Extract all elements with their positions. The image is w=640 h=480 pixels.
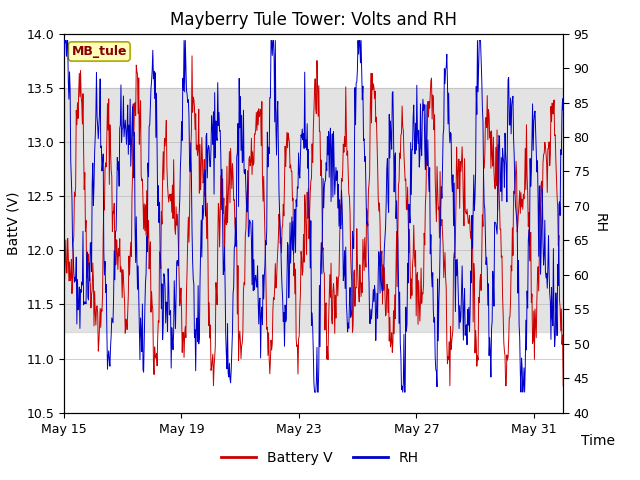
Text: MB_tule: MB_tule bbox=[72, 45, 127, 58]
Legend: Battery V, RH: Battery V, RH bbox=[216, 445, 424, 471]
Y-axis label: BattV (V): BattV (V) bbox=[7, 192, 21, 255]
Y-axis label: RH: RH bbox=[592, 213, 606, 233]
Title: Mayberry Tule Tower: Volts and RH: Mayberry Tule Tower: Volts and RH bbox=[170, 11, 457, 29]
Bar bbox=[64, 88, 563, 332]
X-axis label: Time: Time bbox=[581, 433, 615, 448]
